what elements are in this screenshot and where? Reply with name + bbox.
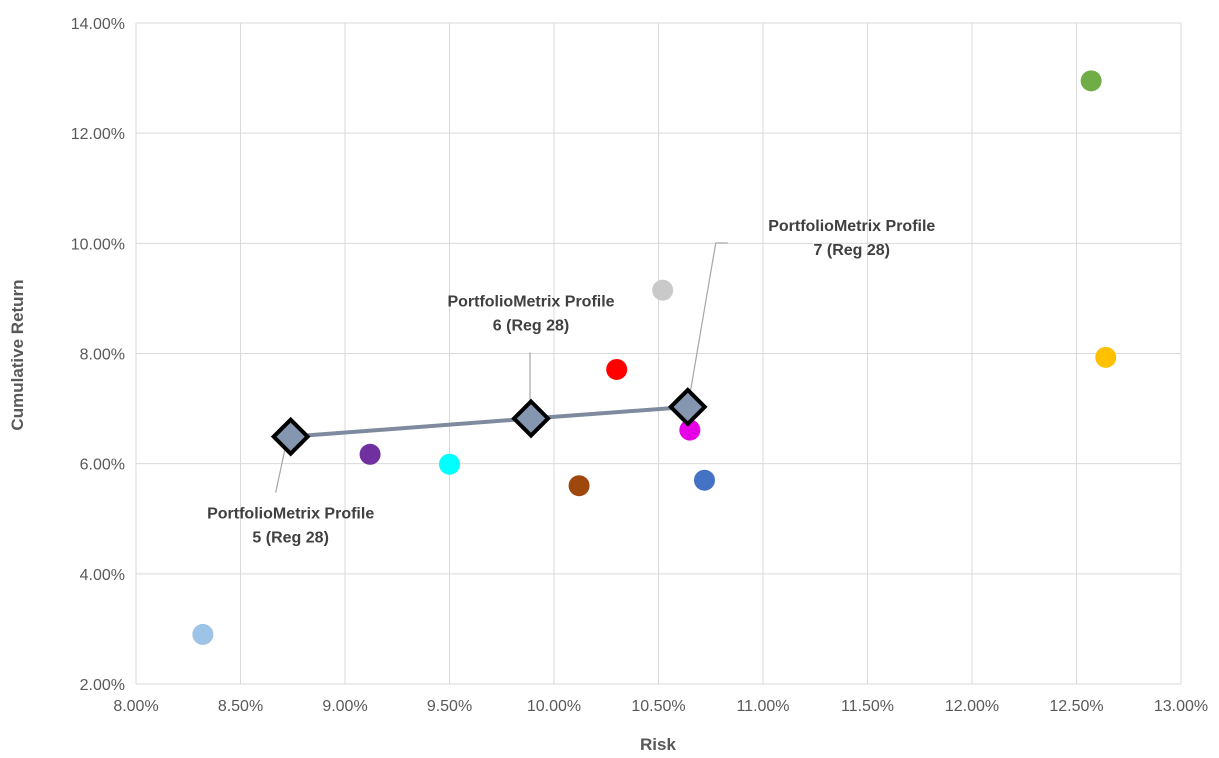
y-tick-label: 4.00% <box>80 567 125 584</box>
data-point <box>606 358 628 380</box>
x-tick-label: 12.00% <box>945 698 999 715</box>
profile-annotation: 7 (Reg 28) <box>814 242 890 259</box>
y-tick-label: 2.00% <box>80 677 125 694</box>
profile-line <box>290 404 688 439</box>
y-tick-label: 12.00% <box>71 126 125 143</box>
x-tick-label: 11.00% <box>736 698 789 715</box>
profile-marker <box>270 416 311 457</box>
annotations: PortfolioMetrix Profile 5 (Reg 28) Portfol… <box>207 218 935 547</box>
x-axis-title: Risk <box>640 735 676 754</box>
data-point <box>1080 70 1102 92</box>
profile-series-line <box>290 404 688 439</box>
x-tick-label: 10.50% <box>631 698 685 715</box>
x-tick-label: 9.00% <box>322 698 367 715</box>
data-point <box>1095 346 1117 368</box>
profile-annotation: PortfolioMetrix Profile <box>207 506 374 523</box>
y-tick-label: 10.00% <box>71 236 125 253</box>
data-point <box>679 419 701 441</box>
data-point <box>652 279 674 301</box>
profile-annotation: 5 (Reg 28) <box>252 530 328 547</box>
y-axis-ticks: 2.00% 4.00% 6.00% 8.00% 10.00% 12.00% 14.00% <box>71 16 125 694</box>
x-tick-label: 12.50% <box>1049 698 1103 715</box>
x-axis-ticks: 8.00% 8.50% 9.00% 9.50% 10.00% 10.50% 11.00% 11… <box>113 698 1208 715</box>
data-point <box>192 623 214 645</box>
x-tick-label: 10.00% <box>527 698 581 715</box>
profile-annotation: PortfolioMetrix Profile <box>768 218 935 235</box>
data-points <box>192 70 1117 645</box>
x-tick-label: 9.50% <box>427 698 472 715</box>
y-tick-label: 6.00% <box>80 457 125 474</box>
x-tick-label: 8.00% <box>113 698 158 715</box>
annotation-leader-line <box>687 242 728 408</box>
data-point <box>693 469 715 491</box>
profile-markers <box>270 387 708 457</box>
data-point <box>568 475 590 497</box>
profile-marker <box>511 398 551 439</box>
profile-annotation: PortfolioMetrix Profile <box>447 293 614 310</box>
profile-marker <box>667 387 708 427</box>
y-axis-title: Cumulative Return <box>8 279 27 430</box>
data-point <box>439 453 460 475</box>
y-tick-label: 14.00% <box>71 16 125 33</box>
y-tick-label: 8.00% <box>80 347 125 364</box>
x-tick-label: 13.00% <box>1154 698 1208 715</box>
profile-annotation: 6 (Reg 28) <box>493 317 569 334</box>
x-tick-label: 8.50% <box>218 698 263 715</box>
grid <box>135 22 1182 685</box>
x-tick-label: 11.50% <box>841 698 894 715</box>
data-point <box>359 443 381 465</box>
